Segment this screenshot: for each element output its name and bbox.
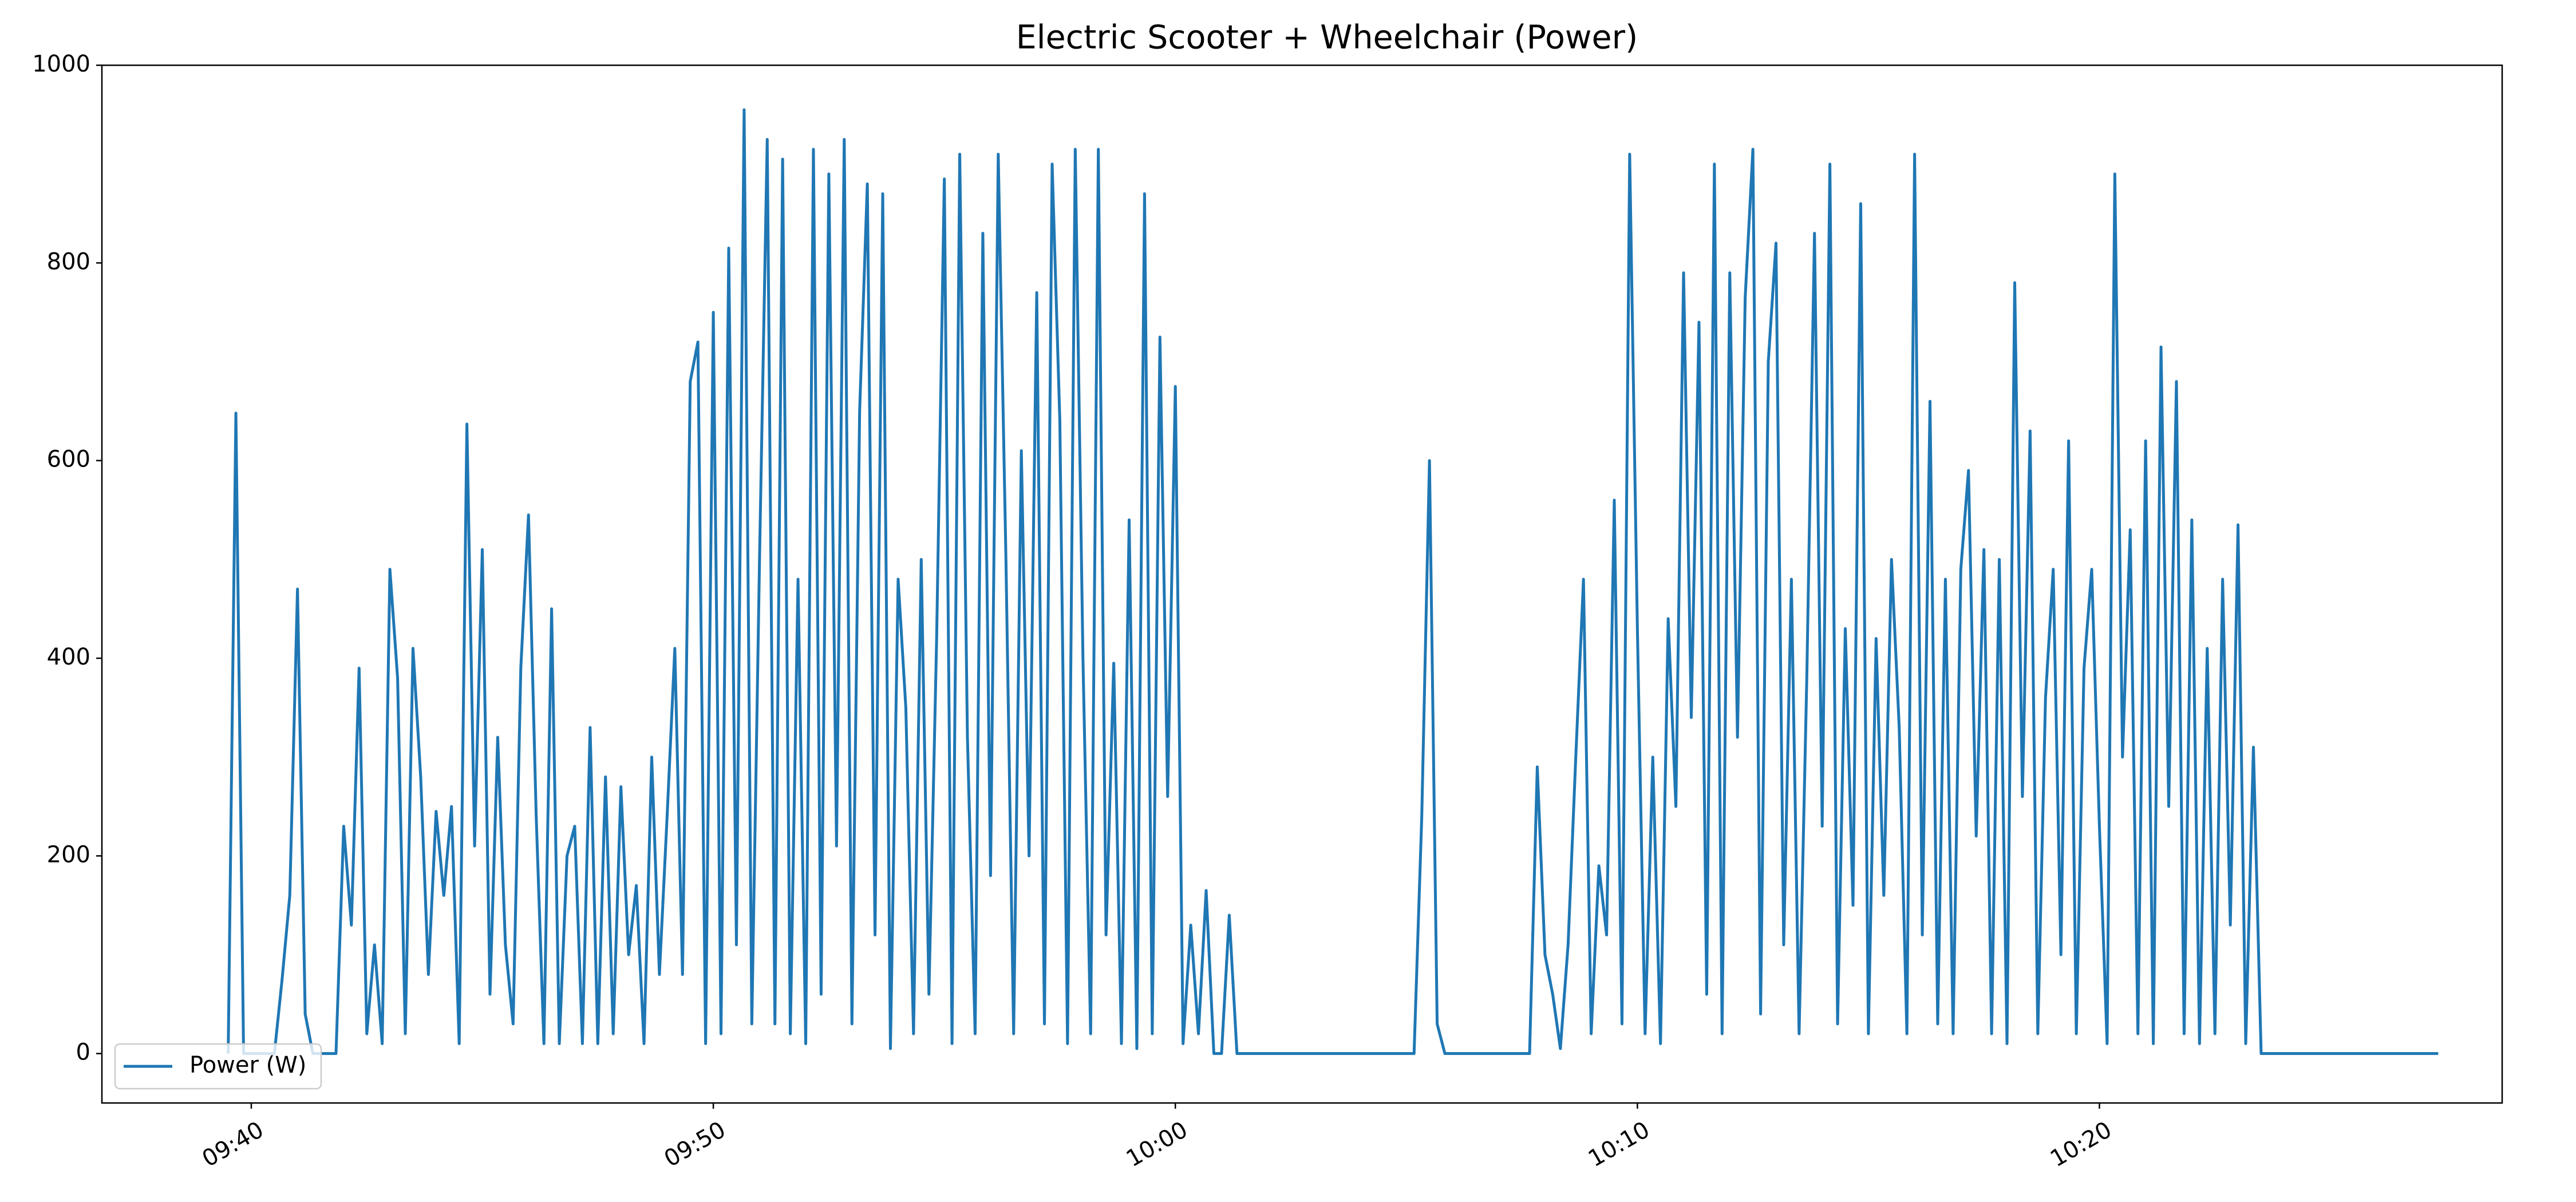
y-tick-label: 600 (47, 446, 90, 473)
legend-label: Power (W) (189, 1052, 306, 1078)
x-tick-label: 09:50 (660, 1117, 730, 1172)
y-tick-label: 200 (47, 841, 90, 868)
legend-box (114, 1043, 322, 1090)
legend: Power (W) (114, 1043, 322, 1090)
plot-frame (101, 64, 2503, 1104)
x-tick-label: 09:40 (198, 1117, 268, 1172)
chart-title: Electric Scooter + Wheelchair (Power) (1016, 19, 1638, 57)
y-tick-label: 400 (47, 644, 90, 670)
x-tick-label: 10:20 (2046, 1117, 2116, 1172)
x-tick-label: 10:00 (1122, 1117, 1192, 1172)
x-tick-label: 10:10 (1584, 1117, 1654, 1172)
y-tick-label: 800 (47, 248, 90, 275)
y-tick-label: 0 (76, 1039, 90, 1066)
data-line (227, 108, 2439, 1055)
y-tick-label: 1000 (32, 51, 90, 77)
